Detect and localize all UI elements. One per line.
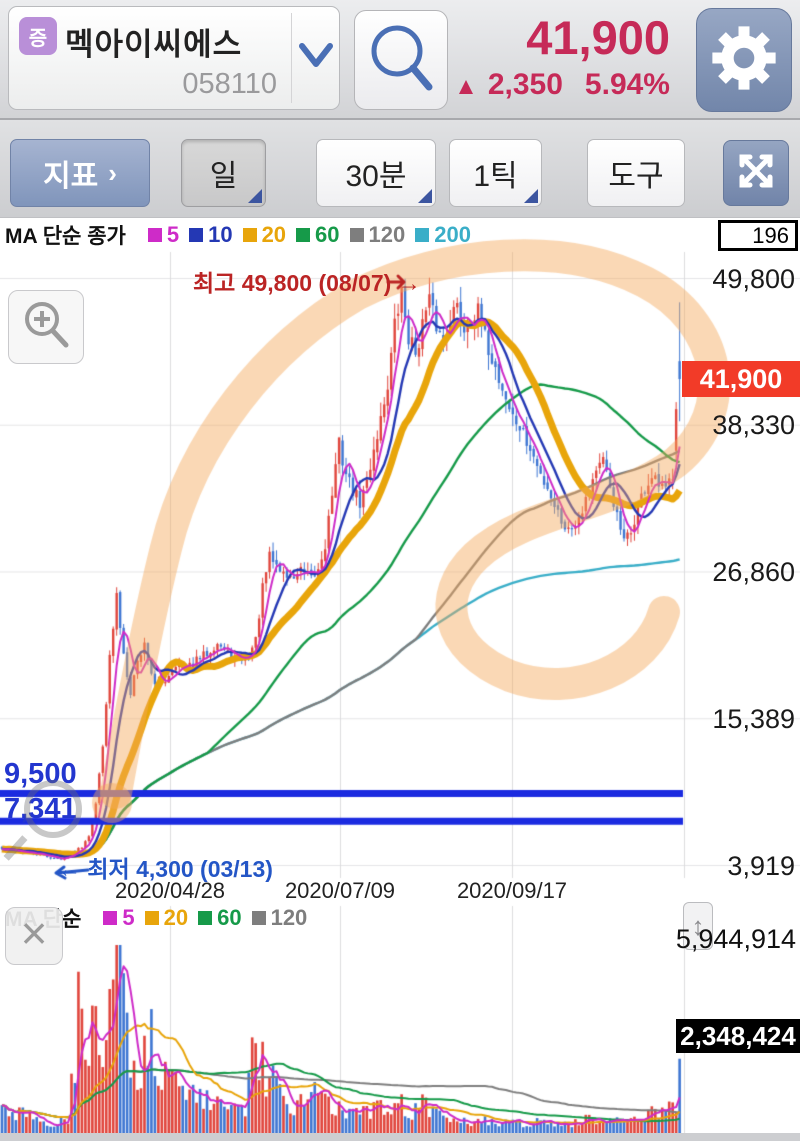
period-30min-button[interactable]: 30분 (316, 139, 436, 207)
ma10-swatch (189, 228, 204, 242)
vma120-swatch (251, 911, 266, 925)
magnifier-plus-icon (18, 297, 74, 358)
ma5-swatch (147, 228, 162, 242)
stock-code: 058110 (182, 68, 277, 100)
x-axis-date: 2020/04/28 (114, 878, 226, 903)
ma5-label: 5 (166, 222, 180, 247)
price-ma-legend-title: MA 단순 종가 (5, 225, 126, 248)
chart-toolbar: 지표 › 일 30분 1틱 도구 (0, 120, 800, 218)
stock-selector[interactable]: 증 멕아이씨에스 058110 (8, 6, 340, 110)
search-icon (355, 25, 449, 113)
vma120-label: 120 (270, 905, 308, 930)
corner-triangle-icon (418, 189, 432, 203)
volume-max-label: 5,944,914 (675, 924, 796, 954)
chevron-down-icon (296, 38, 336, 79)
period-day-label: 일 (209, 160, 238, 193)
period-tick-button[interactable]: 1틱 (449, 139, 542, 207)
volume-pane-close-button[interactable]: × (5, 907, 63, 965)
ma200-swatch (415, 228, 430, 242)
ma20-swatch (242, 228, 257, 242)
high-price-annotation: 최고 49,800 (08/07) → (193, 270, 421, 296)
change-percent: 5.94% (584, 68, 670, 101)
vma60-label: 60 (217, 905, 242, 930)
y-axis-label: 15,389 (712, 704, 795, 734)
y-axis-label: 3,919 (727, 851, 795, 881)
market-badge: 증 (19, 17, 57, 55)
low-price-annotation: ← 최저 4,300 (03/13) (58, 856, 273, 882)
vma20-label: 20 (163, 905, 189, 930)
indicator-button[interactable]: 지표 › (10, 139, 150, 207)
period-day-button[interactable]: 일 (181, 139, 266, 207)
ma120-label: 120 (368, 222, 406, 247)
tools-button[interactable]: 도구 (587, 139, 685, 207)
chart-zoom-in-button[interactable] (8, 290, 84, 364)
up-triangle-icon: ▲ (454, 73, 478, 100)
settings-button[interactable] (696, 8, 792, 112)
gear-icon (711, 25, 777, 96)
x-axis-date: 2020/09/17 (456, 878, 568, 903)
fullscreen-button[interactable] (723, 140, 789, 206)
header: 증 멕아이씨에스 058110 41,900 ▲ 2,350 5.94% (0, 0, 800, 120)
current-price-tag: 41,900 (682, 361, 800, 397)
corner-triangle-icon (248, 189, 262, 203)
ma120-swatch (349, 228, 364, 242)
search-button[interactable] (354, 10, 448, 110)
y-axis-label: 49,800 (712, 264, 795, 294)
magnifier-watermark-icon (24, 780, 82, 838)
y-axis-label: 26,860 (712, 557, 795, 587)
x-axis-date: 2020/07/09 (284, 878, 396, 903)
vma5-swatch (103, 911, 118, 925)
price-change: ▲ 2,350 5.94% (430, 68, 670, 102)
ma200-label: 200 (434, 222, 471, 247)
vma5-label: 5 (122, 905, 135, 930)
corner-triangle-icon (524, 189, 538, 203)
expand-icon (734, 149, 778, 198)
price-ma-legend: MA 단순 종가 5 10 20 60 120 200 (5, 220, 471, 250)
y-axis-label: 38,330 (712, 410, 795, 440)
period-tick-label: 1틱 (473, 160, 518, 193)
chevron-right-icon: › (108, 157, 117, 188)
vma60-swatch (198, 911, 213, 925)
price-volume-chart-canvas[interactable] (0, 218, 800, 1141)
ma60-label: 60 (315, 222, 340, 247)
bar-count-badge: 196 (718, 220, 798, 251)
ma10-label: 10 (208, 222, 233, 247)
indicator-label: 지표 (43, 160, 99, 193)
volume-pane-resize-button[interactable]: ↕ (683, 902, 713, 950)
change-value: 2,350 (487, 68, 563, 101)
period-30min-label: 30분 (345, 160, 407, 193)
ma60-swatch (296, 228, 311, 242)
ma20-label: 20 (261, 222, 287, 247)
current-price: 41,900 (526, 11, 670, 64)
current-volume-tag: 2,348,424 (676, 1019, 800, 1053)
bottom-strip (0, 1133, 800, 1141)
tools-label: 도구 (608, 160, 664, 193)
vma20-swatch (144, 911, 159, 925)
stock-dropdown-button[interactable] (291, 13, 340, 103)
stock-name: 멕아이씨에스 (65, 27, 243, 62)
